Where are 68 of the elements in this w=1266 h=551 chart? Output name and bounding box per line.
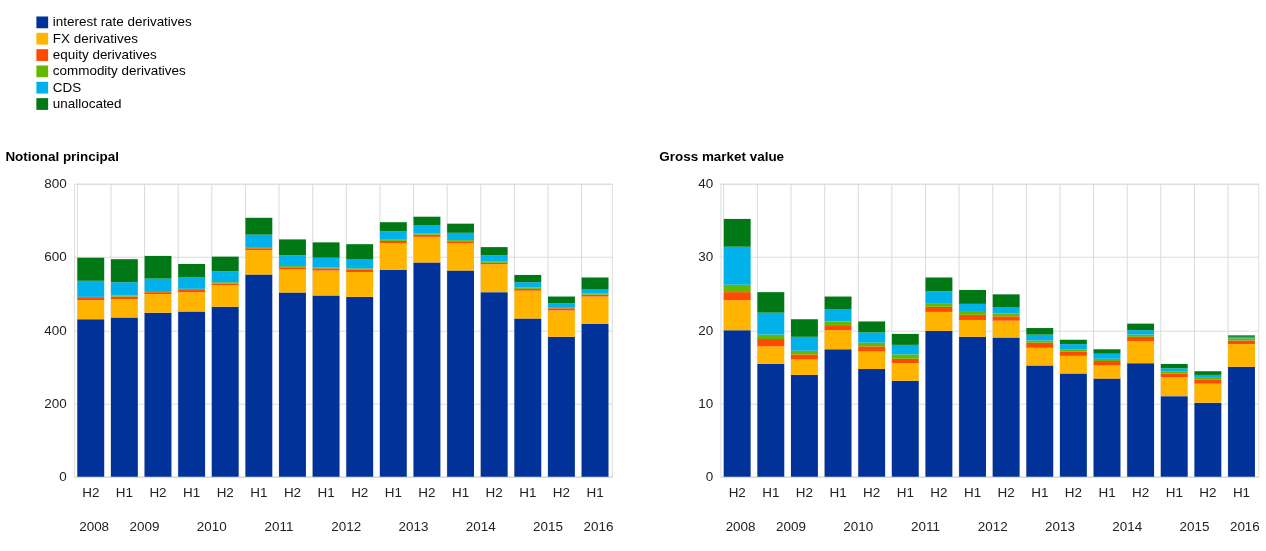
text: 2009	[129, 518, 160, 534]
y-tick-label: 40	[698, 176, 714, 192]
text: 2008	[725, 518, 756, 534]
x-tick-label: H1	[963, 485, 982, 501]
legend-label: unallocated	[52, 95, 122, 111]
y-tick-label: 10	[698, 395, 714, 411]
legend-label: interest rate derivatives	[52, 14, 193, 30]
x-tick-label: H2	[863, 485, 881, 501]
y-tick-label: 200	[44, 395, 67, 411]
legend-label: equity derivatives	[52, 46, 157, 62]
legend-label: commodity derivatives	[52, 63, 187, 79]
x-tick-label: H2	[1199, 485, 1217, 501]
legend-label: FX derivatives	[52, 30, 139, 46]
text: 2014	[465, 518, 497, 534]
text: 2011	[264, 518, 294, 534]
x-tick-label: H1	[1232, 485, 1251, 501]
x-tick-label: H2	[1064, 485, 1082, 501]
x-tick-label: H1	[183, 485, 201, 501]
chart-title: Gross market value	[659, 148, 785, 164]
x-tick-label: H1	[1165, 485, 1183, 501]
y-tick-label: 0	[705, 469, 714, 485]
x-tick-label: H2	[1132, 485, 1150, 501]
x-tick-label: H1	[317, 485, 335, 501]
x-tick-label: H2	[997, 485, 1015, 501]
y-tick-label: 800	[44, 176, 67, 192]
x-tick-label: H2	[351, 485, 369, 501]
text: 2015	[533, 518, 563, 534]
text: 2012	[331, 518, 362, 534]
x-tick-label: H2	[216, 485, 234, 501]
x-tick-label: H2	[283, 485, 302, 501]
y-tick-label: 600	[44, 249, 67, 265]
x-tick-label: H1	[250, 485, 268, 501]
x-tick-label: H1	[519, 485, 537, 501]
x-tick-label: H2	[728, 485, 746, 501]
legend-label: CDS	[52, 79, 82, 95]
x-tick-label: H2	[149, 485, 167, 501]
text: 2008	[79, 518, 110, 534]
x-tick-label: H1	[1098, 485, 1116, 501]
text: 2016	[1229, 518, 1260, 534]
x-tick-label: H2	[930, 485, 948, 501]
text: 2013	[1045, 518, 1075, 534]
x-tick-label: H1	[384, 485, 402, 501]
x-tick-label: H2	[795, 485, 814, 501]
x-tick-label: H2	[552, 485, 571, 501]
x-tick-label: H1	[1031, 485, 1049, 501]
text: 2011	[911, 518, 940, 534]
text: 2015	[1179, 518, 1210, 534]
x-tick-label: H1	[896, 485, 914, 501]
y-tick-label: 400	[44, 322, 67, 338]
text: 2013	[398, 518, 429, 534]
text: 2009	[776, 518, 806, 534]
x-tick-label: H1	[586, 485, 604, 501]
text: 2014	[1112, 518, 1143, 534]
x-tick-label: H1	[762, 485, 780, 501]
x-tick-label: H1	[115, 485, 133, 501]
text: 2012	[977, 518, 1008, 534]
y-tick-label: 30	[698, 249, 714, 265]
x-tick-label: H1	[451, 485, 470, 501]
chart-title: Notional principal	[5, 148, 119, 164]
text: 2010	[196, 518, 227, 534]
x-tick-label: H1	[829, 485, 847, 501]
x-tick-label: H2	[418, 485, 436, 501]
y-tick-label: 20	[698, 322, 714, 338]
text: 2016	[583, 518, 614, 534]
text: 2010	[843, 518, 874, 534]
x-tick-label: H2	[82, 485, 100, 501]
x-tick-label: H2	[485, 485, 503, 501]
y-tick-label: 0	[59, 469, 67, 485]
